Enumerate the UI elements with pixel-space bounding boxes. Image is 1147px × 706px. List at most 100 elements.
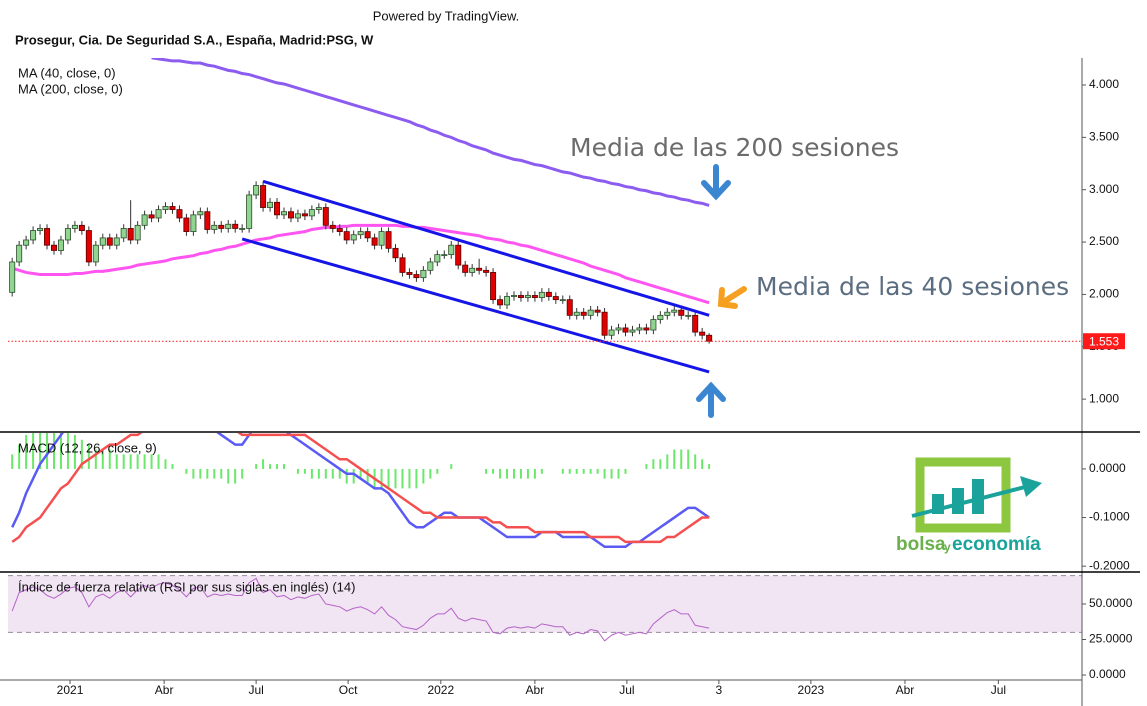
histogram-bar [227, 468, 230, 484]
histogram-bar [150, 454, 153, 469]
candle-body [629, 329, 636, 333]
candle-body [650, 319, 657, 331]
histogram-bar [380, 468, 383, 489]
histogram-bar [422, 468, 425, 484]
candle-body [350, 234, 357, 241]
macd-line [11, 433, 710, 544]
candle-body [64, 228, 71, 241]
candle-body [357, 231, 364, 236]
histogram-bar [115, 454, 118, 469]
candle-body [476, 267, 483, 271]
candle-body [50, 244, 57, 251]
candle-body [106, 237, 113, 246]
candle-body [85, 230, 92, 263]
rsi-band [8, 575, 1082, 633]
histogram-bar [192, 468, 195, 479]
candle-body [176, 209, 183, 219]
candle-body [538, 291, 545, 298]
candle-body [552, 296, 559, 301]
candle-body [427, 261, 434, 271]
candle-body [559, 299, 566, 302]
candle-body [148, 214, 155, 219]
candle-body [455, 244, 462, 266]
y-tick-label: 0.0000 [1089, 461, 1126, 475]
y-tick-label: 3.500 [1089, 130, 1119, 144]
candle-body [364, 231, 371, 239]
histogram-bar [617, 468, 620, 479]
candle-body [225, 223, 232, 229]
histogram-bar [519, 468, 522, 479]
candle-body [99, 237, 106, 246]
last-price-label: 1.553 [1089, 334, 1119, 348]
candle-body [580, 311, 587, 316]
x-tick-label: Abr [526, 683, 545, 697]
y-tick-label: 0.0000 [1089, 667, 1126, 681]
histogram-bar [338, 468, 341, 479]
x-tick-label: Abr [155, 683, 174, 697]
histogram-bar [512, 468, 515, 479]
candle-body [678, 309, 685, 316]
histogram-bar [94, 449, 97, 469]
symbol-title: Prosegur, Cia. De Seguridad S.A., España… [15, 32, 374, 47]
histogram-bar [164, 459, 167, 469]
pane [9, 58, 713, 374]
histogram-bar [136, 454, 139, 469]
histogram-bar [666, 454, 669, 469]
attribution: Powered by TradingView. [373, 8, 519, 23]
histogram-bar [185, 468, 188, 474]
histogram-bar [694, 454, 697, 469]
histogram-bar [533, 468, 536, 479]
candle-body [294, 213, 301, 219]
x-tick-label: Jul [248, 683, 263, 697]
histogram-bar [32, 433, 35, 469]
candle-body [692, 314, 699, 333]
histogram-bar [296, 468, 299, 474]
histogram-bar [680, 449, 683, 469]
candle-body [601, 311, 608, 336]
moving-average [151, 58, 710, 207]
candle-body [253, 185, 260, 196]
histogram-bar [568, 468, 571, 474]
arrow-down [701, 164, 731, 201]
candle-body [462, 264, 469, 273]
candle-body [664, 311, 671, 316]
histogram-bar [345, 468, 348, 484]
histogram-bar [687, 449, 690, 469]
candle-body [608, 329, 615, 336]
x-tick-label: 3 [716, 683, 723, 697]
histogram-bar [624, 468, 627, 474]
y-tick-label: 1.000 [1089, 391, 1119, 405]
candle-body [566, 299, 573, 316]
candle-body [113, 237, 120, 246]
histogram-bar [282, 464, 285, 469]
candle-body [169, 206, 176, 211]
candle-body [287, 211, 294, 219]
candle-body [531, 295, 538, 298]
x-tick-label: Jul [619, 683, 634, 697]
arrow-orange [717, 286, 747, 309]
histogram-bar [129, 454, 132, 469]
histogram-bar [708, 464, 711, 469]
histogram-bar [122, 454, 125, 469]
candle-body [267, 201, 274, 208]
candle-body [510, 295, 517, 297]
candle-body [71, 224, 78, 229]
legend-ma40: MA (40, close, 0) [18, 65, 116, 80]
histogram-bar [262, 459, 265, 469]
histogram-bar [366, 468, 369, 484]
histogram-bar [589, 468, 592, 474]
candle-body [280, 211, 287, 216]
histogram-bar [220, 468, 223, 479]
candle-body [448, 244, 455, 256]
pane [11, 433, 711, 548]
histogram-bar [582, 468, 585, 474]
histogram-bar [157, 454, 160, 469]
candle-body [308, 209, 315, 217]
macd-line [11, 433, 710, 548]
candle-body [371, 237, 378, 246]
candle-body [127, 228, 134, 241]
logo-name: economía [952, 534, 1041, 555]
candle-body [162, 206, 169, 211]
histogram-bar [87, 444, 90, 469]
